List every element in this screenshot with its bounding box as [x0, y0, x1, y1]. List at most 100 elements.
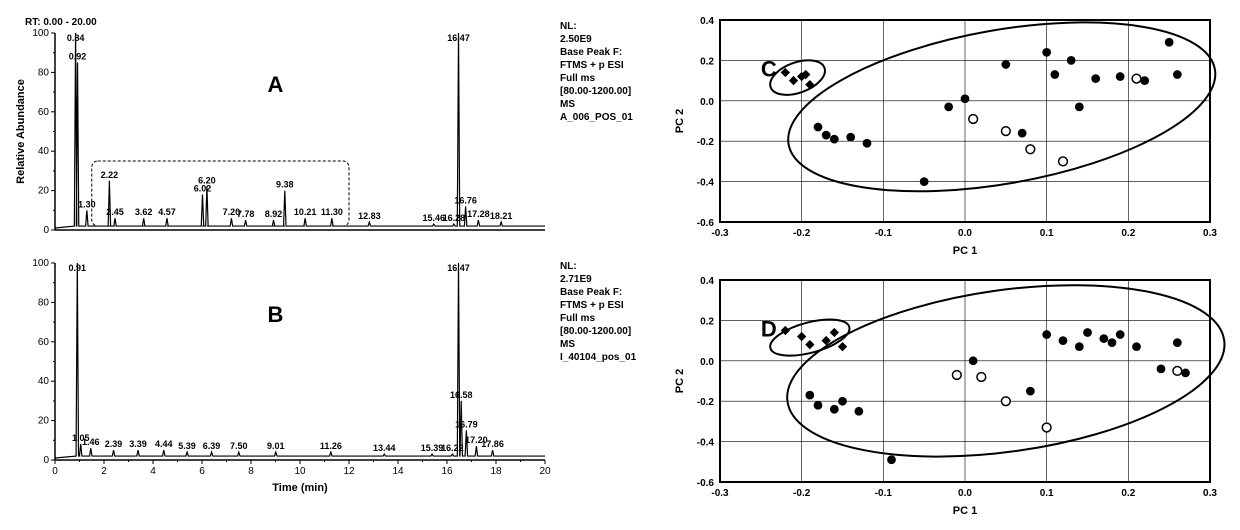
svg-text:40: 40: [38, 146, 50, 157]
svg-text:A: A: [268, 72, 284, 97]
svg-text:20: 20: [38, 186, 50, 197]
svg-text:0.3: 0.3: [1203, 488, 1217, 499]
svg-text:PC 2: PC 2: [674, 109, 686, 133]
chrom-b-svg: 020406080100024681012141618200.911.051.4…: [10, 255, 550, 495]
svg-text:0.0: 0.0: [700, 357, 714, 368]
svg-text:9.38: 9.38: [276, 180, 294, 190]
svg-text:18: 18: [490, 466, 502, 477]
svg-text:11.30: 11.30: [321, 207, 343, 217]
meta-line: I_40104_pos_01: [560, 351, 655, 364]
svg-text:B: B: [268, 302, 284, 327]
svg-text:3.39: 3.39: [129, 439, 147, 449]
svg-text:16.47: 16.47: [447, 33, 470, 43]
svg-text:0.84: 0.84: [67, 33, 85, 43]
svg-text:2: 2: [101, 466, 107, 477]
svg-text:16.28: 16.28: [443, 213, 466, 223]
svg-text:C: C: [761, 57, 777, 82]
chrom-b-panel: 020406080100024681012141618200.911.051.4…: [10, 255, 550, 495]
svg-text:0.0: 0.0: [958, 228, 972, 239]
svg-text:17.86: 17.86: [481, 439, 504, 449]
svg-text:0.1: 0.1: [1040, 488, 1054, 499]
svg-text:40: 40: [38, 376, 50, 387]
svg-text:4.57: 4.57: [158, 207, 176, 217]
svg-text:-0.1: -0.1: [875, 488, 893, 499]
scatter-d-svg: -0.3 -0.2 -0.1 0.0 0.1 0.2 0.3 -0.6 -0.4 -0.2 0.0 0…: [665, 270, 1225, 520]
svg-text:14: 14: [392, 466, 404, 477]
svg-text:16.79: 16.79: [455, 419, 478, 429]
meta-line: Full ms: [560, 72, 655, 85]
meta-line: NL:: [560, 20, 655, 33]
svg-text:20: 20: [539, 466, 551, 477]
svg-text:2.22: 2.22: [101, 170, 119, 180]
svg-text:-0.6: -0.6: [697, 218, 715, 229]
svg-text:-0.2: -0.2: [697, 137, 715, 148]
svg-text:0: 0: [43, 455, 49, 466]
svg-text:-0.4: -0.4: [697, 178, 715, 189]
svg-text:0: 0: [52, 466, 58, 477]
svg-text:17.28: 17.28: [467, 209, 490, 219]
svg-text:-0.1: -0.1: [875, 228, 893, 239]
svg-text:PC 1: PC 1: [953, 505, 977, 517]
svg-text:1.30: 1.30: [78, 199, 96, 209]
svg-text:2.39: 2.39: [105, 439, 123, 449]
svg-text:6: 6: [199, 466, 205, 477]
svg-text:PC 1: PC 1: [953, 245, 977, 257]
meta-line: Base Peak F:: [560, 286, 655, 299]
meta-line: FTMS + p ESI: [560, 59, 655, 72]
svg-text:0.2: 0.2: [700, 316, 714, 327]
svg-text:Relative Abundance: Relative Abundance: [15, 79, 27, 184]
svg-text:-0.3: -0.3: [711, 228, 729, 239]
meta-line: 2.71E9: [560, 273, 655, 286]
svg-text:16.22: 16.22: [441, 443, 464, 453]
svg-text:60: 60: [38, 107, 50, 118]
svg-text:0.2: 0.2: [700, 56, 714, 67]
chrom-a-panel: 0204060801000.840.921.302.222.453.624.57…: [10, 15, 550, 240]
svg-text:16.58: 16.58: [450, 390, 473, 400]
svg-text:-0.2: -0.2: [793, 228, 811, 239]
svg-text:10: 10: [294, 466, 306, 477]
svg-text:-0.2: -0.2: [793, 488, 811, 499]
svg-text:60: 60: [38, 337, 50, 348]
svg-text:5.39: 5.39: [178, 441, 196, 451]
meta-line: NL:: [560, 260, 655, 273]
svg-text:6.39: 6.39: [203, 441, 221, 451]
svg-text:2.45: 2.45: [106, 207, 124, 217]
meta-line: MS: [560, 338, 655, 351]
scatter-c-panel: -0.3-0.2-0.10.00.10.20.3-0.6-0.4-0.20.00…: [665, 10, 1225, 260]
svg-text:-0.6: -0.6: [697, 478, 715, 489]
svg-text:16.76: 16.76: [454, 195, 477, 205]
svg-text:8: 8: [248, 466, 254, 477]
svg-text:0: 0: [43, 225, 49, 236]
svg-text:10.21: 10.21: [294, 207, 317, 217]
svg-text:0.3: 0.3: [1203, 228, 1217, 239]
meta-line: MS: [560, 98, 655, 111]
svg-text:-0.4: -0.4: [697, 438, 715, 449]
svg-text:-0.3: -0.3: [711, 488, 729, 499]
svg-text:4: 4: [150, 466, 156, 477]
svg-text:80: 80: [38, 297, 50, 308]
svg-text:7.78: 7.78: [237, 209, 255, 219]
svg-text:0.4: 0.4: [700, 276, 714, 287]
svg-text:PC 2: PC 2: [674, 369, 686, 393]
svg-text:4.44: 4.44: [155, 439, 173, 449]
meta-line: [80.00-1200.00]: [560, 85, 655, 98]
svg-text:3.62: 3.62: [135, 207, 153, 217]
svg-text:11.26: 11.26: [320, 441, 342, 451]
svg-text:0.2: 0.2: [1121, 488, 1135, 499]
svg-text:16: 16: [441, 466, 453, 477]
chrom-a-svg: 0204060801000.840.921.302.222.453.624.57…: [10, 15, 550, 240]
svg-text:Time (min): Time (min): [272, 482, 328, 494]
svg-text:16.47: 16.47: [447, 263, 470, 273]
meta-line: Full ms: [560, 312, 655, 325]
svg-text:20: 20: [38, 416, 50, 427]
svg-text:9.01: 9.01: [267, 441, 285, 451]
svg-text:0.0: 0.0: [958, 488, 972, 499]
svg-text:0.91: 0.91: [69, 263, 87, 273]
svg-text:80: 80: [38, 67, 50, 78]
scatter-c-svg: -0.3-0.2-0.10.00.10.20.3-0.6-0.4-0.20.00…: [665, 10, 1225, 260]
chrom-b-meta: NL:2.71E9Base Peak F:FTMS + p ESIFull ms…: [560, 260, 655, 364]
svg-text:13.44: 13.44: [373, 443, 396, 453]
svg-text:8.92: 8.92: [265, 209, 283, 219]
svg-text:15.39: 15.39: [421, 443, 444, 453]
svg-text:-0.2: -0.2: [697, 397, 715, 408]
